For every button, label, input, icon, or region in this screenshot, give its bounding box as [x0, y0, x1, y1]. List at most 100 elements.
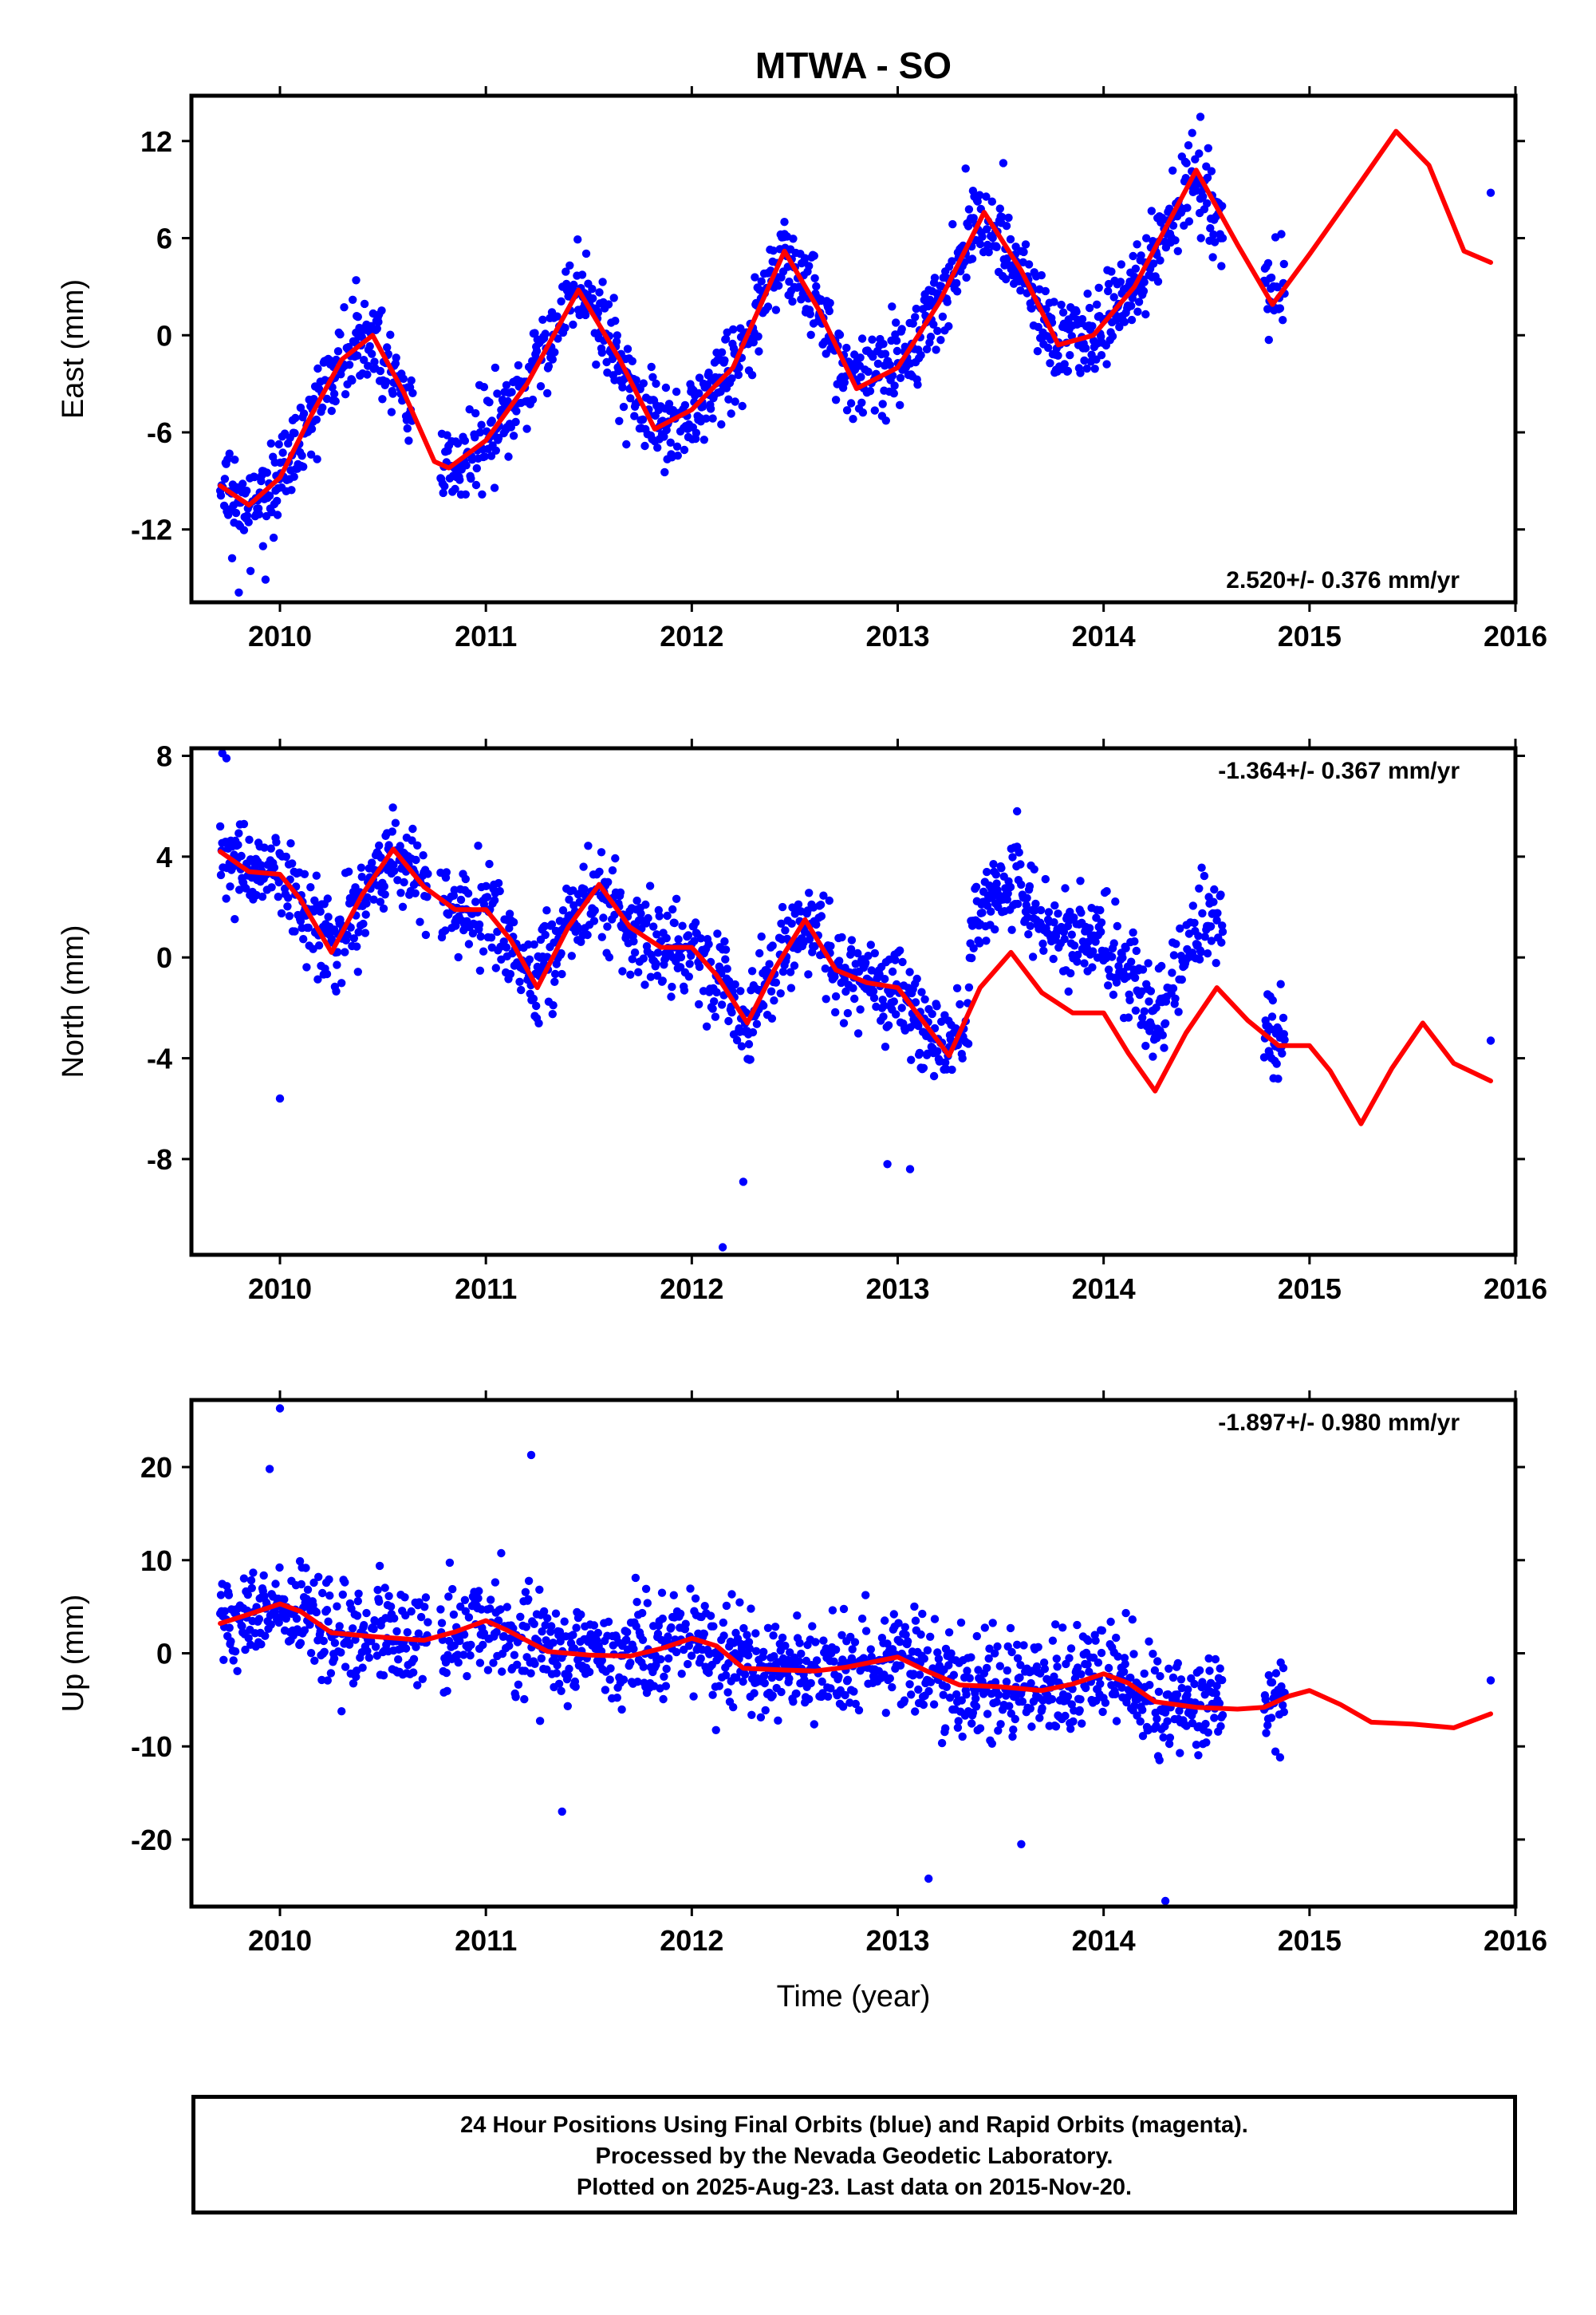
data-point: [358, 1663, 367, 1672]
data-point: [749, 338, 758, 347]
data-point: [1088, 963, 1097, 972]
data-point: [1279, 316, 1287, 325]
data-point: [623, 345, 632, 353]
data-point: [717, 1000, 727, 1009]
data-point: [1061, 1711, 1070, 1721]
data-point: [271, 1579, 280, 1588]
data-point: [345, 867, 353, 876]
data-point: [1171, 994, 1180, 1004]
data-point: [1273, 282, 1282, 292]
data-point: [362, 899, 371, 908]
data-point: [598, 278, 607, 286]
data-point: [1027, 1678, 1035, 1688]
data-point: [325, 1591, 334, 1600]
data-point: [1153, 277, 1163, 286]
data-point: [538, 315, 547, 324]
data-point: [956, 1000, 964, 1009]
data-point: [896, 400, 904, 409]
data-point: [919, 1063, 928, 1073]
data-point: [638, 1608, 647, 1618]
data-point: [577, 1610, 585, 1619]
data-point: [794, 1657, 803, 1666]
data-point: [1054, 909, 1062, 918]
data-point: [941, 1724, 950, 1733]
data-point: [1131, 1006, 1141, 1016]
data-point: [806, 310, 814, 318]
data-point: [261, 575, 270, 584]
data-point: [1215, 1699, 1224, 1708]
data-point: [721, 334, 731, 344]
data-point: [867, 1652, 876, 1662]
data-point: [1188, 128, 1196, 137]
data-point: [915, 1048, 924, 1058]
data-point: [216, 870, 226, 880]
data-point: [1077, 1670, 1086, 1678]
data-point: [411, 889, 420, 898]
data-point: [306, 883, 315, 892]
data-point: [1060, 935, 1069, 944]
data-point: [1016, 1661, 1025, 1670]
data-point: [811, 1638, 820, 1647]
data-point: [1052, 1654, 1062, 1663]
data-point: [896, 1638, 904, 1647]
data-point: [720, 356, 729, 365]
data-point: [987, 1739, 997, 1748]
data-point: [297, 1579, 305, 1589]
data-point: [238, 1622, 246, 1631]
data-point: [290, 472, 298, 481]
data-point: [451, 921, 460, 930]
data-point: [983, 225, 991, 234]
data-point: [676, 963, 685, 972]
data-point: [1039, 1658, 1049, 1667]
data-point: [963, 1666, 971, 1675]
data-point: [696, 934, 705, 943]
data-point: [808, 1622, 817, 1631]
data-point: [461, 1607, 470, 1616]
data-point: [630, 948, 640, 957]
data-point: [1058, 1623, 1067, 1632]
data-point: [750, 1689, 759, 1698]
data-point: [491, 964, 500, 972]
data-point: [258, 542, 267, 550]
data-point: [983, 1710, 992, 1718]
data-point: [881, 349, 890, 358]
plot-frame: [189, 746, 1518, 1257]
data-point: [1043, 343, 1053, 353]
data-point: [605, 952, 614, 962]
data-point: [246, 1576, 256, 1585]
data-point: [220, 475, 230, 483]
data-point: [480, 452, 489, 461]
data-point: [1102, 360, 1111, 369]
data-point: [616, 888, 625, 897]
data-point: [684, 972, 693, 981]
data-point: [392, 353, 400, 362]
data-point: [274, 893, 282, 901]
data-point: [933, 1648, 942, 1657]
data-point: [597, 933, 606, 941]
data-point: [709, 1622, 718, 1631]
data-point: [819, 891, 828, 900]
data-point: [371, 1643, 380, 1651]
data-point: [1085, 1667, 1094, 1676]
data-point: [454, 952, 463, 962]
data-point: [241, 1645, 250, 1654]
data-point: [284, 893, 293, 902]
data-point: [388, 389, 397, 398]
data-point: [1184, 141, 1193, 150]
data-point: [1064, 987, 1073, 996]
data-point: [258, 892, 267, 901]
data-point: [1138, 1013, 1147, 1023]
data-point: [1003, 889, 1012, 898]
data-point: [839, 1604, 849, 1614]
data-point: [1112, 1717, 1121, 1725]
data-point: [1174, 1008, 1183, 1016]
data-point: [237, 851, 246, 861]
data-point: [759, 1001, 768, 1010]
panel-1: 2010 2011 2012 2013 2014 2015 2016 -12 -6 0 6 12 Eas…: [57, 86, 1547, 653]
data-point: [388, 803, 397, 812]
data-point: [401, 1644, 411, 1653]
data-point: [534, 1019, 543, 1028]
data-point: [760, 1678, 769, 1688]
data-point: [727, 374, 736, 383]
data-point: [735, 363, 743, 372]
